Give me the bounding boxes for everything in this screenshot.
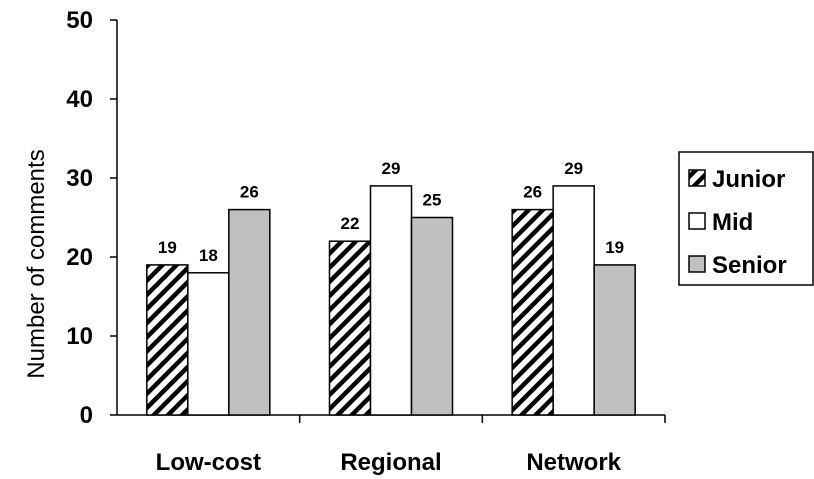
- data-label: 29: [564, 159, 583, 178]
- x-category-label: Regional: [340, 449, 441, 476]
- legend-label-mid: Mid: [712, 209, 753, 236]
- bar-junior-low-cost: [146, 264, 189, 416]
- bar-senior-network: [593, 264, 636, 416]
- axes: 0 10 20 30 40 50 Low-cost Regional Network: [66, 7, 666, 476]
- bar-senior-regional: [410, 216, 454, 416]
- y-tick-label: 40: [66, 86, 93, 113]
- y-tick-label: 50: [66, 7, 93, 34]
- legend-swatch-junior: [688, 169, 706, 187]
- data-label: 25: [423, 191, 442, 210]
- data-label: 19: [605, 238, 624, 257]
- bar-mid-network: [552, 185, 595, 416]
- bar-junior-regional: [328, 240, 372, 416]
- bar-junior-network: [511, 208, 554, 416]
- data-labels: 19 18 26 22 29 25 26 29 19: [158, 159, 624, 265]
- y-axis-label: Number of comments: [23, 149, 50, 378]
- legend-swatch-mid: [688, 212, 706, 230]
- bar-mid-regional: [369, 185, 413, 416]
- y-tick-label: 0: [80, 402, 93, 429]
- x-category-label: Low-cost: [156, 449, 261, 476]
- data-label: 22: [341, 214, 360, 233]
- data-label: 26: [240, 183, 259, 202]
- legend-swatch-senior: [688, 255, 706, 273]
- legend-label-junior: Junior: [712, 166, 785, 193]
- legend-label-senior: Senior: [712, 252, 787, 279]
- data-label: 18: [199, 246, 218, 265]
- y-tick-label: 30: [66, 165, 93, 192]
- bar-mid-low-cost: [187, 272, 230, 416]
- data-label: 19: [158, 238, 177, 257]
- y-tick-label: 20: [66, 244, 93, 271]
- data-label: 29: [382, 159, 401, 178]
- bar-senior-low-cost: [228, 208, 271, 416]
- data-label: 26: [523, 183, 542, 202]
- bars: [146, 185, 636, 416]
- legend: Junior Mid Senior: [678, 151, 814, 286]
- x-category-label: Network: [526, 449, 621, 476]
- y-tick-label: 10: [66, 323, 93, 350]
